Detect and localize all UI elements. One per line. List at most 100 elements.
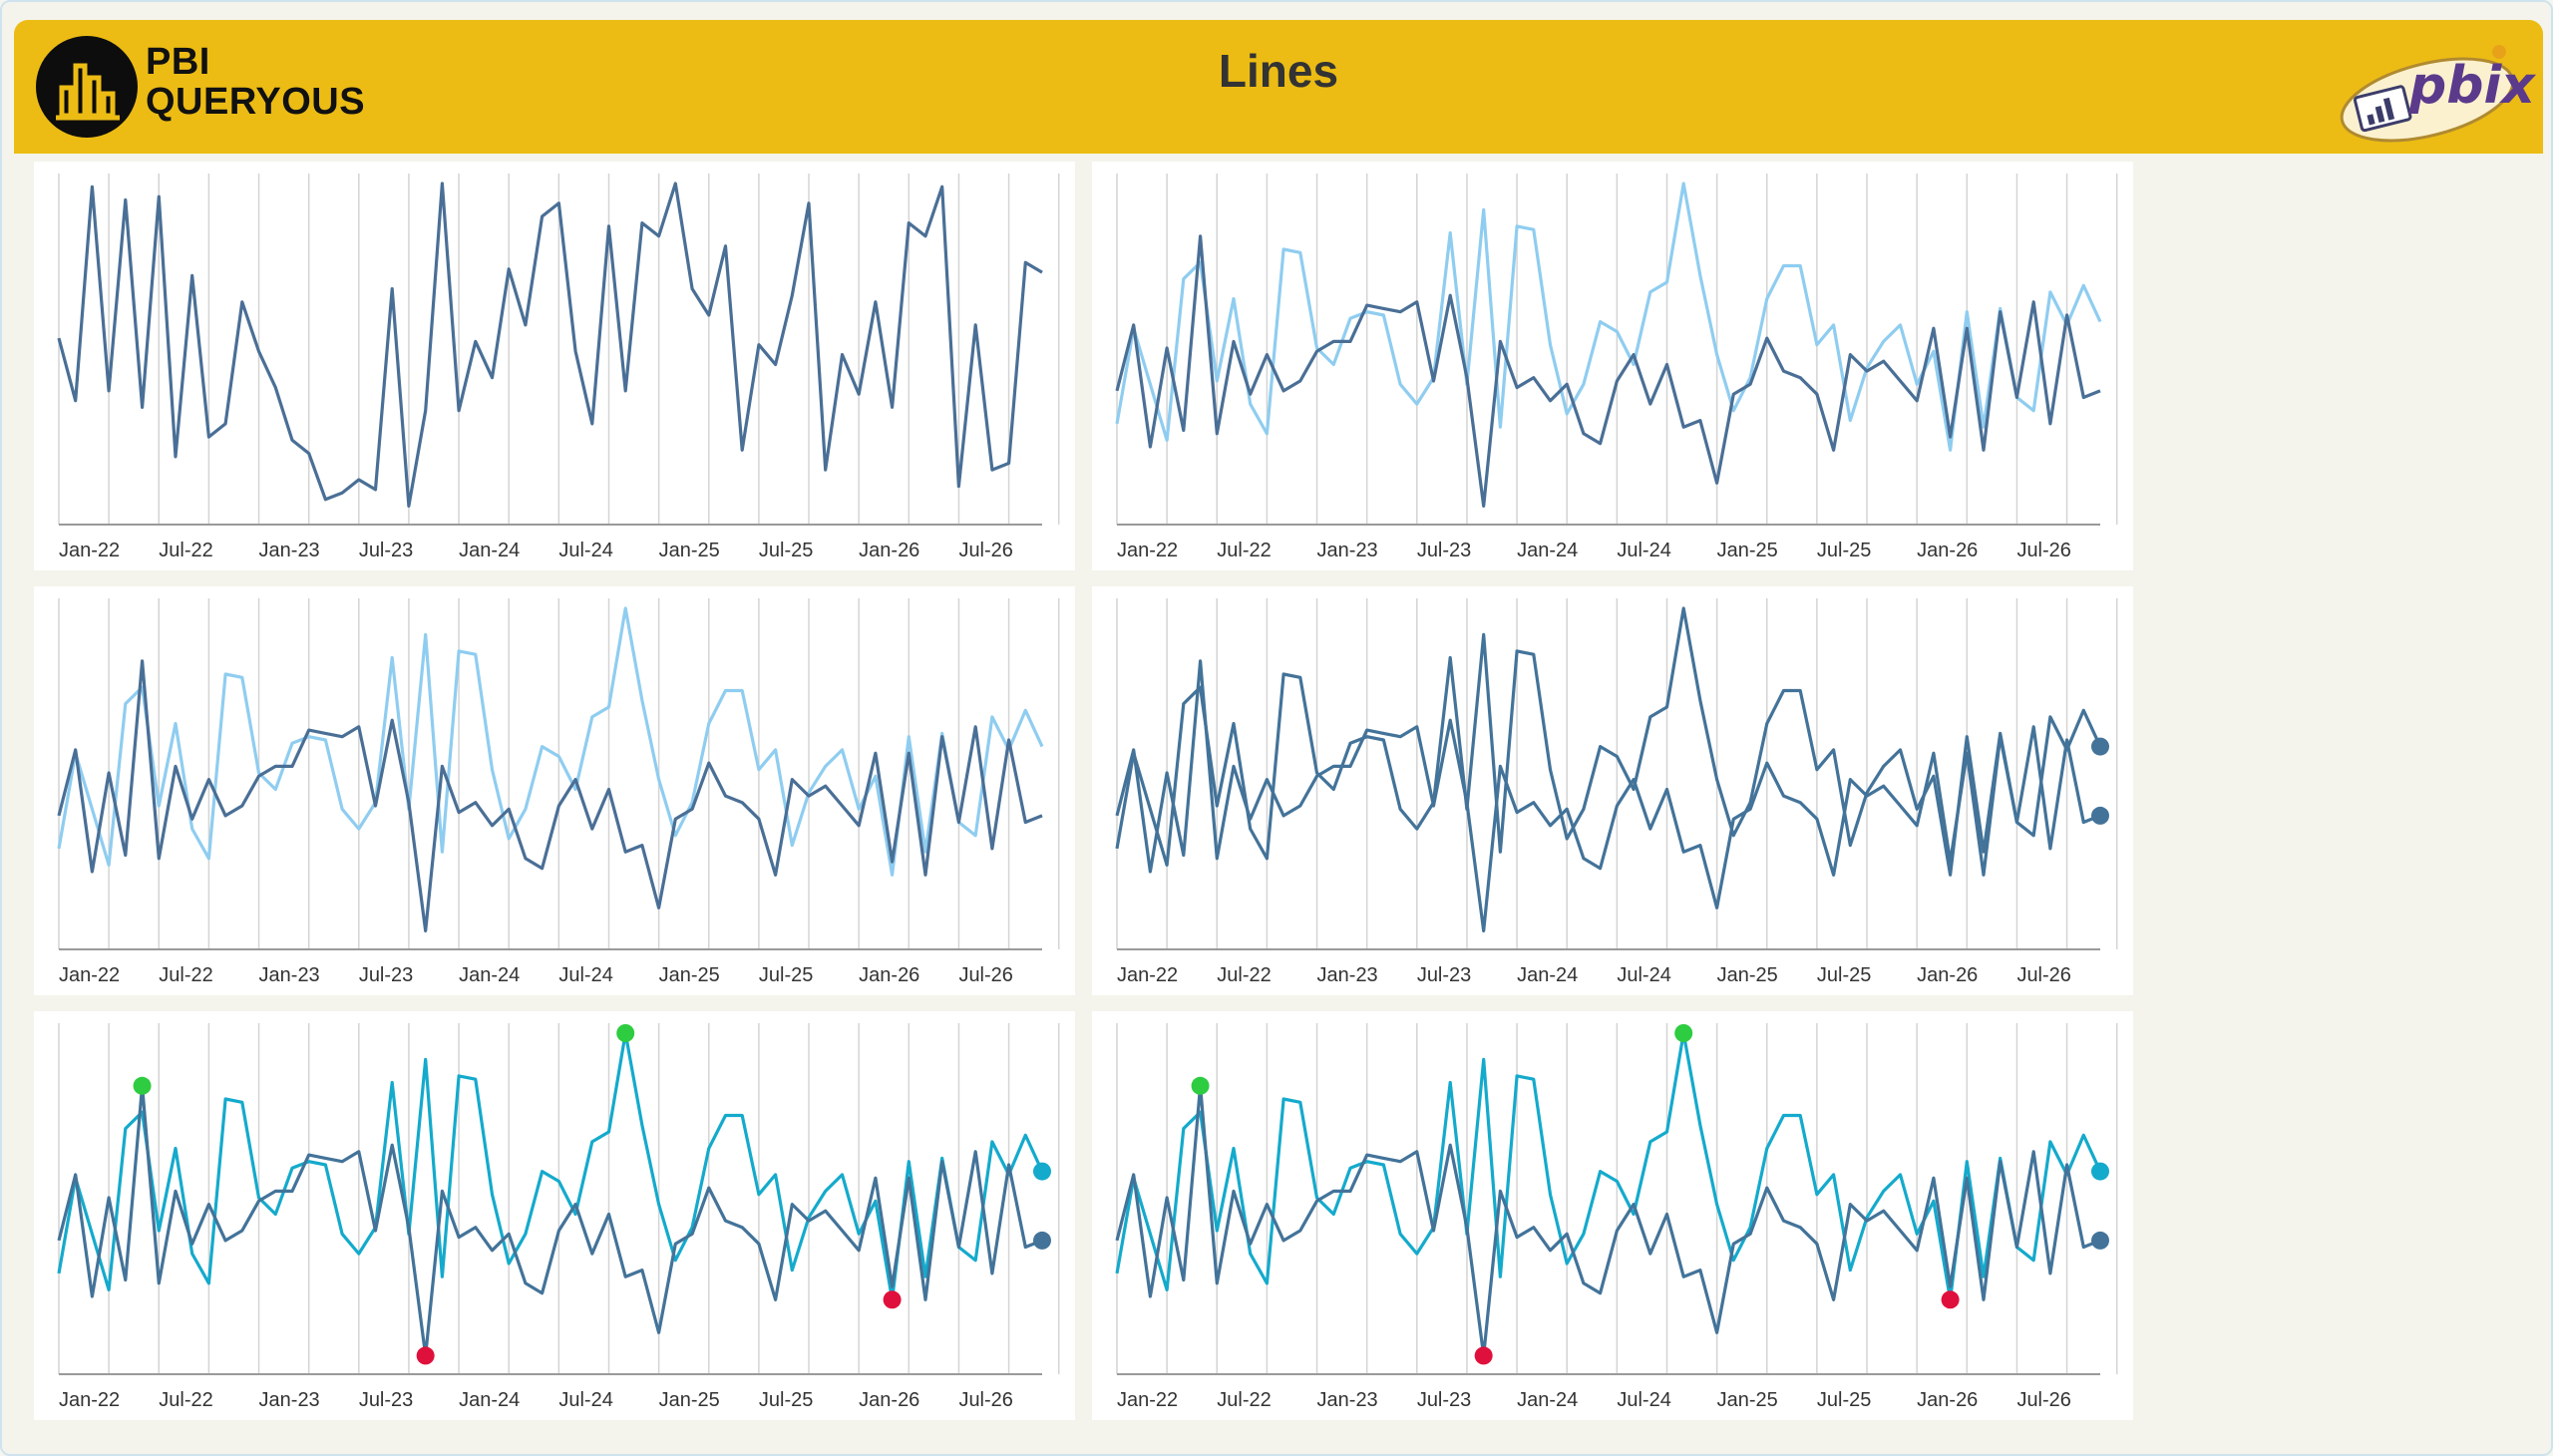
x-tick-label: Jan-23 xyxy=(1317,540,1378,561)
empty-canvas-area xyxy=(2142,154,2541,1445)
series-line-1[interactable] xyxy=(1115,1084,2101,1357)
brand-line-2: QUERYOUS xyxy=(146,81,366,123)
x-tick-label: Jul-24 xyxy=(558,1389,612,1411)
chart-svg: Jan-22 Jul-22 Jan-23 Jul-23 Jan-24 Jul-24 Jan-… xyxy=(1115,174,2118,561)
x-tick-label: Jan-26 xyxy=(859,964,919,986)
x-tick-label: Jul-25 xyxy=(1817,1389,1871,1411)
max-marker-series-2[interactable] xyxy=(1674,1024,1693,1042)
x-tick-label: Jan-23 xyxy=(259,964,320,986)
line-chart-6[interactable]: Jan-22 Jul-22 Jan-23 Jul-23 Jan-24 Jul-24 Jan-… xyxy=(1092,1011,2133,1420)
report-header: PBI QUERYOUS Lines pbix xyxy=(14,20,2543,154)
max-marker-series-1[interactable] xyxy=(1191,1076,1210,1095)
x-tick-label: Jul-25 xyxy=(1817,540,1871,561)
x-tick-label: Jan-23 xyxy=(259,540,320,561)
line-chart-5[interactable]: Jan-22 Jul-22 Jan-23 Jul-23 Jan-24 Jul-24 Jan-… xyxy=(34,1011,1075,1420)
pbix-label: pbix xyxy=(2409,56,2535,116)
x-tick-label: Jan-24 xyxy=(459,540,520,561)
x-tick-label: Jan-25 xyxy=(659,540,720,561)
line-chart-3[interactable]: Jan-22 Jul-22 Jan-23 Jul-23 Jan-24 Jul-24 Jan-… xyxy=(34,586,1075,995)
x-tick-label: Jul-22 xyxy=(1217,1389,1271,1411)
x-tick-label: Jan-22 xyxy=(59,1389,120,1411)
x-tick-label: Jan-23 xyxy=(1317,1389,1378,1411)
x-tick-label: Jan-23 xyxy=(1317,964,1378,986)
x-tick-label: Jan-22 xyxy=(1117,964,1178,986)
x-tick-label: Jul-22 xyxy=(159,1389,212,1411)
series-line-2[interactable] xyxy=(57,606,1044,877)
x-tick-label: Jan-25 xyxy=(1717,540,1778,561)
x-tick-label: Jan-26 xyxy=(1917,964,1978,986)
x-tick-label: Jul-25 xyxy=(759,540,813,561)
x-tick-label: Jul-24 xyxy=(1617,1389,1670,1411)
x-tick-label: Jul-23 xyxy=(359,540,413,561)
max-marker-series-2[interactable] xyxy=(616,1024,635,1042)
x-tick-label: Jan-26 xyxy=(859,540,919,561)
x-tick-label: Jul-23 xyxy=(1417,540,1471,561)
end-marker-series-1[interactable] xyxy=(1033,1231,1051,1250)
series-line-2[interactable] xyxy=(1115,1031,2102,1301)
x-tick-label: Jul-25 xyxy=(759,964,813,986)
pbix-file-icon xyxy=(2353,85,2412,133)
series-line-2[interactable] xyxy=(1115,606,2102,877)
end-marker-series-1[interactable] xyxy=(2091,806,2109,825)
crown-icon xyxy=(2492,45,2506,59)
x-tick-label: Jul-26 xyxy=(2016,540,2070,561)
end-marker-series-2[interactable] xyxy=(2091,1162,2109,1181)
min-marker-series-1[interactable] xyxy=(1474,1346,1493,1365)
x-tick-label: Jul-23 xyxy=(1417,1389,1471,1411)
x-tick-label: Jan-26 xyxy=(859,1389,919,1411)
pbix-logo: pbix xyxy=(2332,30,2535,150)
min-marker-series-1[interactable] xyxy=(416,1346,435,1365)
chart-svg: Jan-22 Jul-22 Jan-23 Jul-23 Jan-24 Jul-24 Jan-… xyxy=(1115,598,2118,986)
series-line-1[interactable] xyxy=(57,182,1043,508)
chart-svg: Jan-22 Jul-22 Jan-23 Jul-23 Jan-24 Jul-24 Jan-… xyxy=(57,1023,1060,1411)
bar-chart-logo-icon xyxy=(36,36,138,138)
min-marker-series-2[interactable] xyxy=(1941,1290,1960,1309)
end-marker-series-2[interactable] xyxy=(1033,1162,1051,1181)
x-tick-label: Jan-26 xyxy=(1917,540,1978,561)
x-tick-label: Jan-22 xyxy=(59,964,120,986)
series-line-1[interactable] xyxy=(57,1084,1043,1357)
line-chart-2[interactable]: Jan-22 Jul-22 Jan-23 Jul-23 Jan-24 Jul-24 Jan-… xyxy=(1092,162,2133,570)
x-tick-label: Jul-24 xyxy=(558,540,612,561)
x-tick-label: Jul-26 xyxy=(958,540,1012,561)
x-tick-label: Jul-26 xyxy=(958,1389,1012,1411)
x-tick-label: Jan-24 xyxy=(1517,540,1578,561)
x-tick-label: Jul-25 xyxy=(759,1389,813,1411)
x-tick-label: Jul-22 xyxy=(159,540,212,561)
x-tick-label: Jul-26 xyxy=(2016,1389,2070,1411)
series-line-1[interactable] xyxy=(57,659,1043,932)
series-line-2[interactable] xyxy=(1115,182,2102,452)
x-tick-label: Jan-25 xyxy=(659,1389,720,1411)
x-tick-label: Jan-25 xyxy=(1717,1389,1778,1411)
max-marker-series-1[interactable] xyxy=(133,1076,152,1095)
x-tick-label: Jan-22 xyxy=(59,540,120,561)
x-tick-label: Jul-22 xyxy=(1217,540,1271,561)
end-marker-series-1[interactable] xyxy=(2091,1231,2109,1250)
x-tick-label: Jan-24 xyxy=(1517,1389,1578,1411)
chart-svg: Jan-22 Jul-22 Jan-23 Jul-23 Jan-24 Jul-24 Jan-… xyxy=(57,598,1060,986)
line-chart-4[interactable]: Jan-22 Jul-22 Jan-23 Jul-23 Jan-24 Jul-24 Jan-… xyxy=(1092,586,2133,995)
x-tick-label: Jan-24 xyxy=(1517,964,1578,986)
x-tick-label: Jul-24 xyxy=(1617,540,1670,561)
min-marker-series-2[interactable] xyxy=(883,1290,902,1309)
x-tick-label: Jul-26 xyxy=(958,964,1012,986)
end-marker-series-2[interactable] xyxy=(2091,737,2109,756)
x-tick-label: Jan-25 xyxy=(1717,964,1778,986)
x-tick-label: Jul-26 xyxy=(2016,964,2070,986)
brand-line-1: PBI xyxy=(146,41,210,83)
series-line-1[interactable] xyxy=(1115,659,2101,932)
x-tick-label: Jul-23 xyxy=(359,964,413,986)
x-tick-label: Jan-26 xyxy=(1917,1389,1978,1411)
x-tick-label: Jan-24 xyxy=(459,1389,520,1411)
x-tick-label: Jul-23 xyxy=(1417,964,1471,986)
x-tick-label: Jul-22 xyxy=(1217,964,1271,986)
series-line-1[interactable] xyxy=(1115,234,2101,508)
x-tick-label: Jul-24 xyxy=(1617,964,1670,986)
x-tick-label: Jan-25 xyxy=(659,964,720,986)
x-tick-label: Jul-24 xyxy=(558,964,612,986)
chart-svg: Jan-22 Jul-22 Jan-23 Jul-23 Jan-24 Jul-24 Jan-… xyxy=(1115,1023,2118,1411)
page-title: Lines xyxy=(1218,45,1339,97)
line-chart-1[interactable]: Jan-22 Jul-22 Jan-23 Jul-23 Jan-24 Jul-24 Jan-… xyxy=(34,162,1075,570)
series-line-2[interactable] xyxy=(57,1031,1044,1301)
